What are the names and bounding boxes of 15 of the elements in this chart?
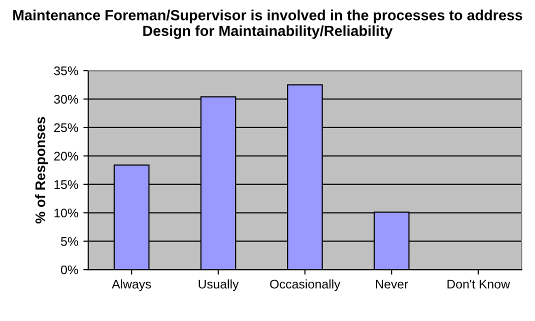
y-tick-label: 15% [54,180,78,189]
x-tick-label: Occasionally [270,279,340,292]
y-tick-label: 20% [54,152,78,161]
y-tick-label: 0% [60,265,78,274]
y-tick-label: 10% [54,208,78,218]
x-tick-label: Don't Know [448,280,510,289]
y-axis-title: % of Responses [35,117,48,224]
x-tick-label: Never [376,280,408,289]
x-tick-label: Usually [198,279,239,292]
y-tick-label: 35% [54,66,78,76]
chart-title: Maintenance Foreman/Supervisor is involved in the processes to address Design for Maintainability/Reliability [13,10,522,39]
y-tick-label: 5% [60,237,78,246]
x-tick-label: Always [112,279,151,292]
y-tick-label: 25% [54,123,78,132]
y-tick-label: 30% [54,94,78,104]
